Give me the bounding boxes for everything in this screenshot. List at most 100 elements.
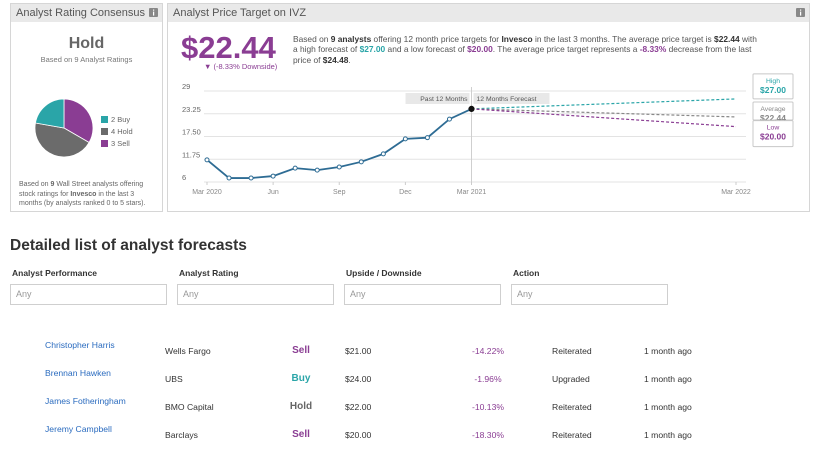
column-header: Analyst Profile (19, 320, 74, 329)
action: Reiterated (552, 346, 592, 356)
price-target: $21.00 (345, 346, 372, 356)
y-tick-label: 23.25 (182, 105, 201, 114)
filter-select[interactable]: Any (177, 284, 334, 305)
column-header: Follow (739, 320, 765, 329)
note-text: Invesco (70, 190, 97, 198)
box-value: $22.44 (760, 113, 786, 123)
column-header: Upside / Downside (440, 320, 510, 329)
consensus-rating: Hold (68, 35, 105, 52)
upside: -14.22% (471, 346, 504, 356)
price-point (270, 173, 276, 179)
date: 1 month ago (644, 430, 692, 440)
price-point (314, 167, 320, 173)
summary-text: 9 analysts (330, 34, 372, 44)
legend-swatch (101, 116, 108, 123)
summary-text: $22.44 (714, 34, 740, 44)
summary-text: Based on (293, 34, 331, 44)
average-price: $22.44 (181, 30, 276, 65)
panel-header: Analyst Price Target on IVZ (168, 4, 809, 22)
annotation: Past 12 Months (420, 96, 468, 103)
column-header[interactable]: Date (644, 320, 661, 329)
y-tick-label: 17.50 (182, 128, 201, 137)
price-point (336, 164, 342, 170)
action: Reiterated (552, 430, 592, 440)
forecast-box: High$27.00 (752, 73, 794, 100)
box-name: High (766, 78, 780, 85)
x-tick-label: Mar 2020 (192, 189, 222, 196)
price-point (380, 151, 386, 157)
analyst-name[interactable]: James Fotheringham (45, 396, 126, 406)
price-point (468, 105, 475, 112)
panel-title: Analyst Price Target on IVZ (173, 7, 307, 19)
x-tick-label: Mar 2021 (457, 189, 487, 196)
action: Reiterated (552, 402, 592, 412)
analyst-name[interactable]: Christopher Harris (45, 340, 115, 350)
analyst-firm: UBS (165, 374, 183, 384)
price-target: $20.00 (345, 430, 372, 440)
upside: -10.13% (471, 402, 504, 412)
filter-select[interactable]: Any (344, 284, 501, 305)
box-value: $20.00 (760, 132, 786, 142)
price-point (358, 159, 364, 165)
price-point (446, 116, 452, 122)
summary-text: -8.33% (639, 44, 667, 55)
summary-text: offering 12 month price targets for (371, 34, 502, 44)
filter-label: Upside / Downside (346, 268, 422, 278)
date: 1 month ago (644, 346, 692, 356)
pie-slice (34, 122, 90, 158)
y-tick-label: 6 (182, 173, 186, 182)
analyst-name[interactable]: Brennan Hawken (45, 368, 111, 378)
analyst-rating: Sell (292, 429, 310, 440)
forecast-line (471, 98, 737, 110)
summary-text: decrease from the last price of (293, 44, 752, 65)
y-tick-label: 11.75 (182, 150, 200, 159)
note-text: in the last 3 months (by analysts ranked… (19, 190, 146, 208)
x-tick-label: Jun (267, 189, 278, 196)
price-target-summary: Based on 9 analysts offering 12 month pr… (293, 34, 763, 65)
column-header: Analyst Rating (273, 320, 329, 329)
box-bg (752, 101, 794, 121)
filter-select[interactable]: Any (10, 284, 167, 305)
price-chart: 29 23.25 17.50 11.75 6 Mar 2020 Jun Sep Dec Mar 2… (182, 73, 794, 196)
legend-swatch (101, 128, 108, 135)
price-target: $24.00 (345, 374, 372, 384)
box-bg (752, 73, 794, 100)
box-name: Average (760, 106, 785, 113)
legend-label: 2 Buy (111, 115, 130, 124)
date: 1 month ago (644, 374, 692, 384)
summary-text: $27.00 (359, 44, 386, 55)
summary-text: in the last 3 months. The average price … (532, 34, 715, 44)
summary-text: with a high forecast of (293, 34, 757, 55)
annotation-bg (405, 93, 470, 104)
filter-select[interactable]: Any (511, 284, 668, 305)
panel-title: Analyst Rating Consensus (16, 7, 146, 19)
y-tick-label: 29 (182, 82, 190, 91)
consensus-note: Based on 9 Wall Street analysts offering… (19, 180, 156, 209)
upside: -18.30% (471, 430, 504, 440)
column-header: Article (776, 320, 802, 329)
rating-pie: 2 Buy 4 Hold 3 Sell (34, 98, 133, 158)
x-tick-label: Sep (333, 189, 346, 196)
upside: -1.96% (474, 374, 502, 384)
forecast-line (471, 108, 737, 128)
analyst-firm: BMO Capital (165, 402, 214, 412)
legend-label: 3 Sell (111, 139, 130, 148)
price-target-panel: Analyst Price Target on IVZ $22.44 ▼ (-8… (167, 3, 810, 212)
summary-text: Invesco (501, 34, 533, 44)
price-point (424, 135, 430, 141)
price-point (292, 165, 298, 171)
pie-slice (63, 98, 94, 144)
consensus-panel: Analyst Rating Consensus Hold Based on 9… (10, 3, 163, 212)
summary-text: and a low forecast of (385, 44, 468, 55)
panel-header: Analyst Rating Consensus (11, 4, 162, 22)
analyst-name[interactable]: Jeremy Campbell (45, 424, 112, 434)
info-icon[interactable] (796, 8, 805, 17)
column-header: Price Target (345, 320, 390, 329)
forecast-box: Average$22.44 (752, 101, 794, 123)
column-header: Action (552, 320, 577, 329)
note-text: Wall Street analysts offering stock rati… (19, 181, 144, 198)
box-name: Low (767, 125, 780, 132)
info-icon[interactable] (149, 8, 158, 17)
x-tick-label: Dec (399, 189, 412, 196)
